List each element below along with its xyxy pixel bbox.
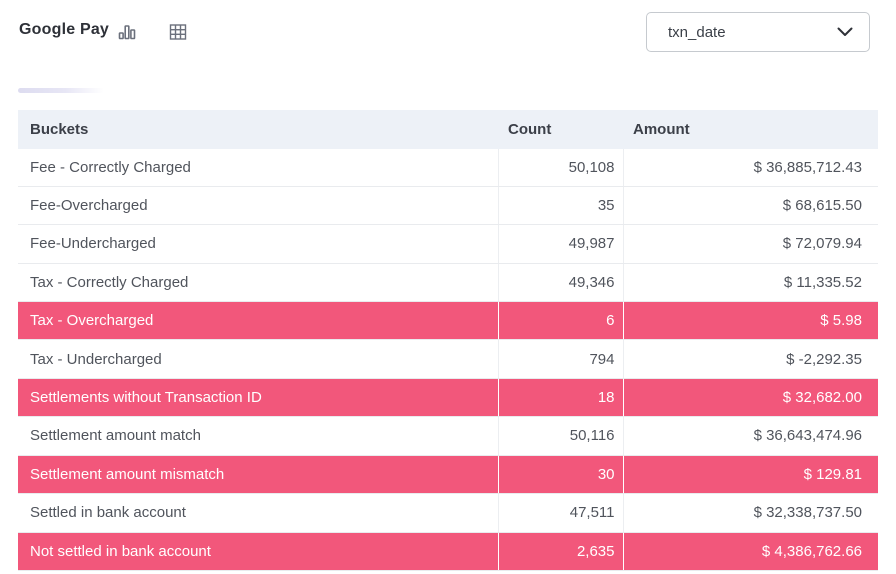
bucket-cell: Settlements without Transaction ID [18,378,498,418]
bucket-cell: Fee-Overcharged [18,186,498,226]
count-cell: 6 [497,301,623,341]
column-header-amount: Amount [623,110,878,149]
count-cell: 47,511 [497,493,623,533]
table-body: Fee - Correctly Charged 50,108 $ 36,885,… [18,149,878,571]
amount-cell: $ 11,335.52 [622,263,878,303]
table-row[interactable]: Fee-Undercharged 49,987 $ 72,079.94 [18,224,878,264]
buckets-table: Buckets Count Amount Fee - Correctly Cha… [18,110,878,571]
table-row[interactable]: Settled in bank account 47,511 $ 32,338,… [18,493,878,533]
count-cell: 49,346 [497,263,623,303]
table-row[interactable]: Tax - Overcharged 6 $ 5.98 [18,301,878,341]
bucket-cell: Tax - Overcharged [18,301,498,341]
dropdown-selected-value: txn_date [668,23,726,41]
amount-cell: $ -2,292.35 [622,339,878,379]
count-cell: 30 [497,455,623,495]
amount-cell: $ 32,682.00 [622,378,878,418]
table-row[interactable]: Tax - Correctly Charged 49,346 $ 11,335.… [18,263,878,303]
table-row[interactable]: Tax - Undercharged 794 $ -2,292.35 [18,339,878,379]
amount-cell: $ 129.81 [622,455,878,495]
count-cell: 794 [497,339,623,379]
table-row[interactable]: Fee-Overcharged 35 $ 68,615.50 [18,186,878,226]
count-cell: 50,116 [497,416,623,456]
date-field-dropdown[interactable]: txn_date [646,12,870,52]
horizontal-scrollbar[interactable] [18,88,104,93]
amount-cell: $ 36,643,474.96 [622,416,878,456]
table-row[interactable]: Settlement amount mismatch 30 $ 129.81 [18,455,878,495]
chevron-down-icon [837,27,853,37]
bucket-cell: Tax - Correctly Charged [18,263,498,303]
count-cell: 35 [497,186,623,226]
bucket-cell: Tax - Undercharged [18,339,498,379]
column-header-buckets: Buckets [18,110,498,149]
table-row[interactable]: Fee - Correctly Charged 50,108 $ 36,885,… [18,149,878,187]
amount-cell: $ 4,386,762.66 [622,532,878,571]
bucket-cell: Settlement amount mismatch [18,455,498,495]
amount-cell: $ 72,079.94 [622,224,878,264]
count-cell: 49,987 [497,224,623,264]
amount-cell: $ 68,615.50 [622,186,878,226]
amount-cell: $ 36,885,712.43 [622,149,878,187]
amount-cell: $ 5.98 [622,301,878,341]
column-header-count: Count [498,110,623,149]
count-cell: 2,635 [497,532,623,571]
table-grid-icon[interactable] [168,22,190,42]
table-row[interactable]: Settlements without Transaction ID 18 $ … [18,378,878,418]
table-row[interactable]: Not settled in bank account 2,635 $ 4,38… [18,532,878,571]
amount-cell: $ 32,338,737.50 [622,493,878,533]
bucket-cell: Settlement amount match [18,416,498,456]
bucket-cell: Not settled in bank account [18,532,498,571]
count-cell: 18 [497,378,623,418]
bar-chart-icon[interactable] [117,22,139,42]
table-header-row: Buckets Count Amount [18,110,878,149]
page-title: Google Pay [19,21,110,38]
bucket-cell: Fee-Undercharged [18,224,498,264]
bucket-cell: Fee - Correctly Charged [18,149,498,187]
table-row[interactable]: Settlement amount match 50,116 $ 36,643,… [18,416,878,456]
topbar: Google Pay txn_date [0,0,896,64]
bucket-cell: Settled in bank account [18,493,498,533]
count-cell: 50,108 [497,149,623,187]
